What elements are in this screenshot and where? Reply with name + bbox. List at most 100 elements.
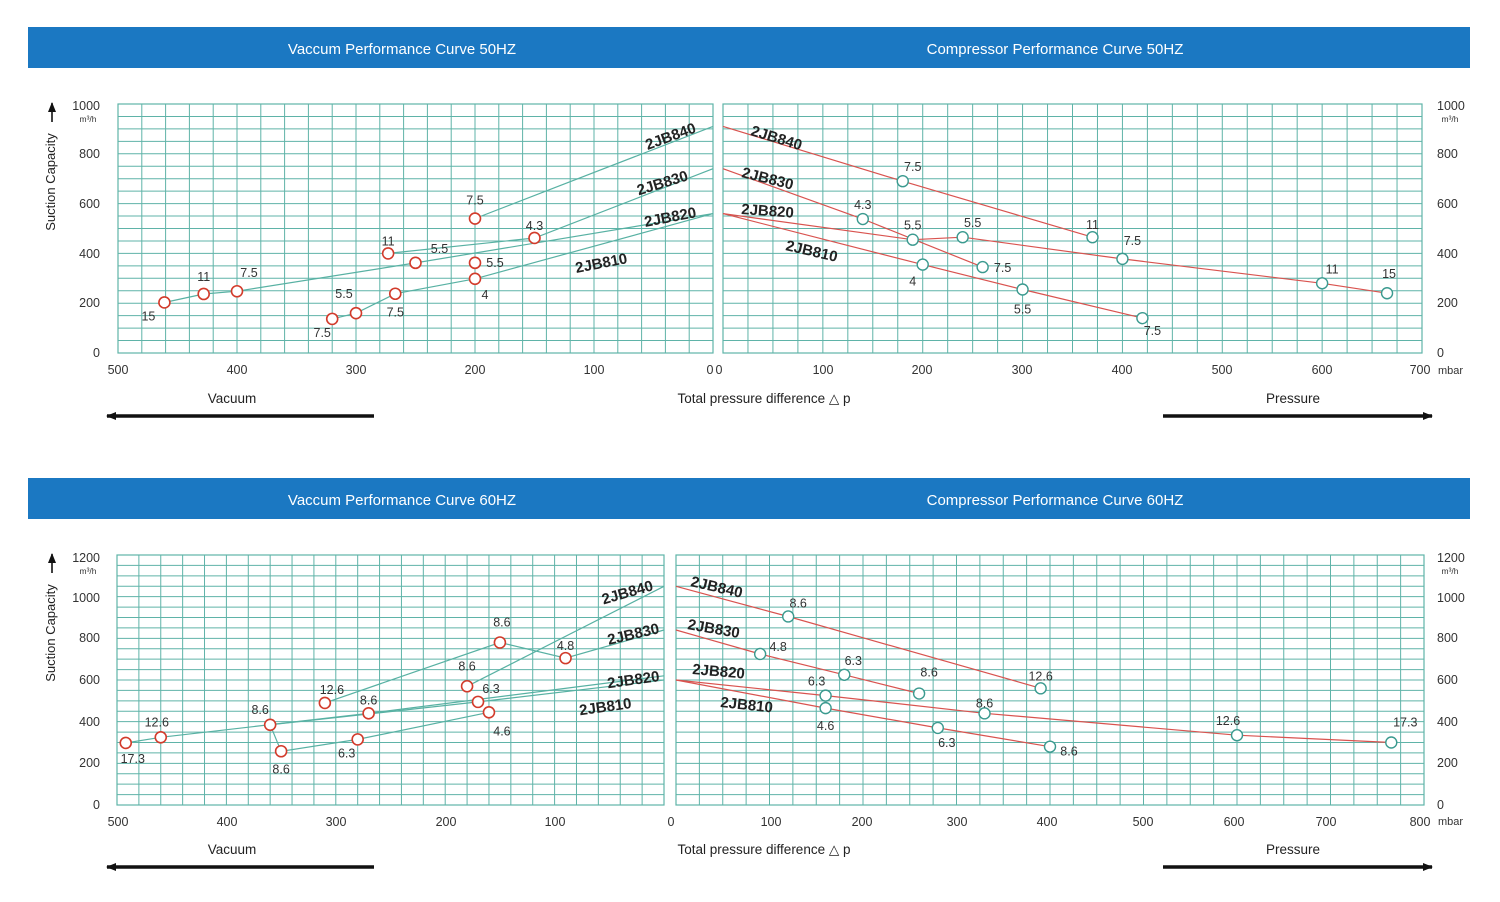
- data-point-marker: [1230, 729, 1244, 742]
- y-tick-label: 200: [1437, 756, 1458, 770]
- data-point-label: 7.5: [240, 266, 257, 280]
- y-tick-label: 1000: [72, 591, 100, 605]
- x-tick-label: 0: [716, 363, 723, 377]
- data-point-label: 12.6: [1216, 714, 1240, 728]
- y-tick-label: 400: [1437, 715, 1458, 729]
- model-label-2jb820: 2JB820: [692, 661, 746, 683]
- data-point-label: 6.3: [845, 654, 862, 668]
- data-point-marker: [263, 718, 277, 732]
- data-point-marker: [896, 174, 909, 188]
- data-point-label: 8.6: [790, 596, 807, 610]
- series-line-2jb810: [675, 679, 1051, 748]
- data-point-label: 17.3: [1393, 716, 1417, 730]
- data-point-marker: [976, 260, 989, 274]
- y-tick-label: 0: [1437, 798, 1444, 812]
- data-point-marker: [349, 306, 363, 320]
- data-point-label: 4.8: [769, 640, 786, 654]
- data-point-marker: [158, 296, 171, 309]
- data-point-marker: [1086, 231, 1099, 244]
- data-point-marker: [230, 284, 244, 298]
- data-point-label: 8.6: [458, 659, 475, 673]
- series-lines: [164, 125, 714, 320]
- y-tick-label: 600: [79, 197, 100, 211]
- y-tick-label: 200: [79, 756, 100, 770]
- x-tick-label: 100: [584, 363, 605, 377]
- data-point-marker: [468, 272, 482, 286]
- data-point-label: 8.6: [272, 762, 289, 776]
- data-point-marker: [1034, 682, 1047, 695]
- data-points: 8.6 8.6 4.8 12.6 17.3 12.6 8.6 8.6 8.6 6.3 6.3 4.6: [119, 616, 574, 776]
- model-label-2jb820: 2JB820: [741, 201, 795, 222]
- data-point-marker: [362, 707, 375, 720]
- model-label-2jb830: 2JB830: [635, 168, 690, 200]
- y-tick-label: 1000: [1437, 99, 1465, 113]
- y-tick-label: 600: [79, 673, 100, 687]
- data-point-label: 6.3: [482, 682, 499, 696]
- y-tick-label: 200: [79, 296, 100, 310]
- x-tick-label: 500: [1212, 363, 1233, 377]
- data-point-marker: [838, 668, 851, 681]
- compressor-60hz-plot: 8.6 12.6 4.8 6.3 8.6 6.3 8.6 12.6 17.3 4.6 6.3 8.6 2…: [675, 554, 1425, 806]
- y-tick-label: 0: [1437, 346, 1444, 360]
- data-point-marker: [1043, 740, 1057, 753]
- data-point-label: 6.3: [938, 736, 955, 750]
- vacuum-60hz-plot: 8.6 8.6 4.8 12.6 17.3 12.6 8.6 8.6 8.6 6.3 6.3 4.6 2…: [116, 554, 665, 806]
- data-point-marker: [1380, 287, 1394, 300]
- data-point-marker: [351, 733, 364, 746]
- x-tick-label: 700: [1316, 815, 1337, 829]
- y-tick-label: 600: [1437, 197, 1458, 211]
- series-line-2jb840: [466, 585, 665, 687]
- grid: [117, 103, 714, 354]
- data-point-marker: [409, 256, 422, 270]
- data-point-marker: [978, 707, 991, 720]
- series-line-2jb820: [164, 213, 714, 304]
- data-point-label: 17.3: [121, 752, 145, 766]
- data-point-marker: [325, 312, 339, 326]
- data-point-label: 5.5: [431, 242, 448, 256]
- x-tick-label: 200: [852, 815, 873, 829]
- x-unit-label: mbar: [1438, 365, 1463, 377]
- data-point-marker: [318, 696, 332, 710]
- model-label-2jb820: 2JB820: [606, 668, 660, 692]
- x-tick-label: 0: [668, 815, 675, 829]
- vacuum-50hz-title: Vaccum Performance Curve 50HZ: [288, 41, 516, 58]
- y-unit-50hz-right: m³/h: [1442, 114, 1459, 124]
- data-point-marker: [1116, 252, 1129, 266]
- x-tick-label: 300: [947, 815, 968, 829]
- data-point-label: 5.5: [904, 219, 921, 233]
- data-point-label: 7.5: [1144, 324, 1161, 338]
- series-lines: [125, 585, 665, 752]
- x-tick-label: 800: [1410, 815, 1431, 829]
- grid: [722, 103, 1423, 354]
- data-point-label: 4: [909, 275, 916, 289]
- y-tick-label: 200: [1437, 296, 1458, 310]
- data-point-label: 12.6: [145, 715, 169, 729]
- y-unit-60hz-left: m³/h: [80, 566, 97, 576]
- data-point-label: 6.3: [338, 746, 355, 760]
- x-ticks-50hz: 500 400 300 200 100 0 0 100 200 300 400 …: [108, 363, 1464, 377]
- data-point-marker: [956, 231, 969, 244]
- y-tick-label: 0: [93, 346, 100, 360]
- data-point-label: 7.5: [466, 194, 483, 208]
- x-ticks-60hz: 500 400 300 200 100 0 100 200 300 400 50…: [108, 815, 1464, 829]
- ylabel-50hz: Suction Capacity: [43, 133, 58, 231]
- y-unit-60hz-right: m³/h: [1442, 566, 1459, 576]
- data-point-marker: [819, 701, 832, 715]
- model-label-2jb840: 2JB840: [600, 578, 655, 609]
- x-tick-label: 400: [217, 815, 238, 829]
- plot-frame: [722, 103, 1423, 354]
- data-point-marker: [274, 744, 288, 758]
- data-point-marker: [559, 651, 572, 665]
- data-point-label: 12.6: [1028, 669, 1052, 683]
- data-point-marker: [906, 233, 919, 246]
- x-tick-label: 100: [761, 815, 782, 829]
- x-tick-label: 500: [108, 815, 129, 829]
- data-point-label: 11: [1326, 262, 1339, 276]
- data-point-label: 7.5: [387, 306, 404, 320]
- data-point-marker: [482, 705, 496, 719]
- data-point-label: 8.6: [920, 666, 937, 680]
- data-points: 7.5 11 4.3 7.5 5.5 5.5 7.5 11 15 4 5.5 7.5: [854, 160, 1396, 338]
